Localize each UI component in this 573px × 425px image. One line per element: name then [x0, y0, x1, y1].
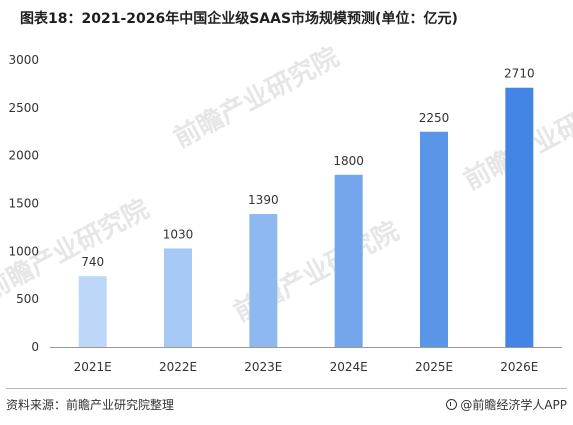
- x-tick-label: 2023E: [244, 360, 282, 374]
- brand-label: @前瞻经济学人APP: [460, 398, 567, 412]
- x-tick-label: 2021E: [74, 360, 112, 374]
- brand: @前瞻经济学人APP: [446, 396, 567, 413]
- x-tick-label: 2024E: [330, 360, 368, 374]
- bar: [334, 174, 363, 347]
- data-label: 1800: [333, 154, 364, 168]
- source-note: 资料来源：前瞻产业研究院整理: [6, 398, 175, 412]
- y-axis: 0 500 1000 1500 2000 2500 3000: [8, 53, 39, 354]
- data-label: 2710: [504, 67, 535, 81]
- qianzhan-logo-icon: [446, 399, 458, 410]
- bars: [78, 87, 534, 347]
- bar: [78, 276, 107, 347]
- y-tick-label: 1000: [8, 244, 39, 258]
- data-label: 2250: [419, 111, 450, 125]
- x-tick-label: 2022E: [159, 360, 197, 374]
- bar: [249, 214, 278, 347]
- y-tick-label: 500: [16, 292, 39, 306]
- y-tick-label: 3000: [8, 53, 39, 67]
- chart-title: 图表18：2021-2026年中国企业级SAAS市场规模预测(单位：亿元): [20, 11, 458, 27]
- x-axis: 2021E 2022E 2023E 2024E 2025E 2026E: [50, 347, 562, 374]
- x-tick-label: 2026E: [500, 360, 538, 374]
- data-label: 1390: [248, 193, 279, 207]
- data-label: 740: [81, 255, 104, 269]
- watermark-text: 前瞻产业研究院: [169, 41, 344, 154]
- y-tick-label: 2000: [8, 149, 39, 163]
- y-tick-label: 1500: [8, 197, 39, 211]
- bar: [505, 87, 534, 347]
- bar-chart: 前瞻产业研究院 前瞻产业研究院 前瞻产业研究院 前瞻产业研究院 05001000…: [0, 41, 573, 374]
- y-tick-label: 0: [31, 340, 39, 354]
- y-tick-label: 2500: [8, 101, 39, 115]
- bar: [164, 248, 192, 347]
- bar: [420, 131, 448, 347]
- footer: 资料来源：前瞻产业研究院整理 @前瞻经济学人APP: [6, 388, 567, 413]
- x-tick-label: 2025E: [415, 360, 453, 374]
- data-label: 1030: [163, 227, 194, 241]
- data-labels: 740 1030 1390 1800 2250 2710: [81, 67, 534, 269]
